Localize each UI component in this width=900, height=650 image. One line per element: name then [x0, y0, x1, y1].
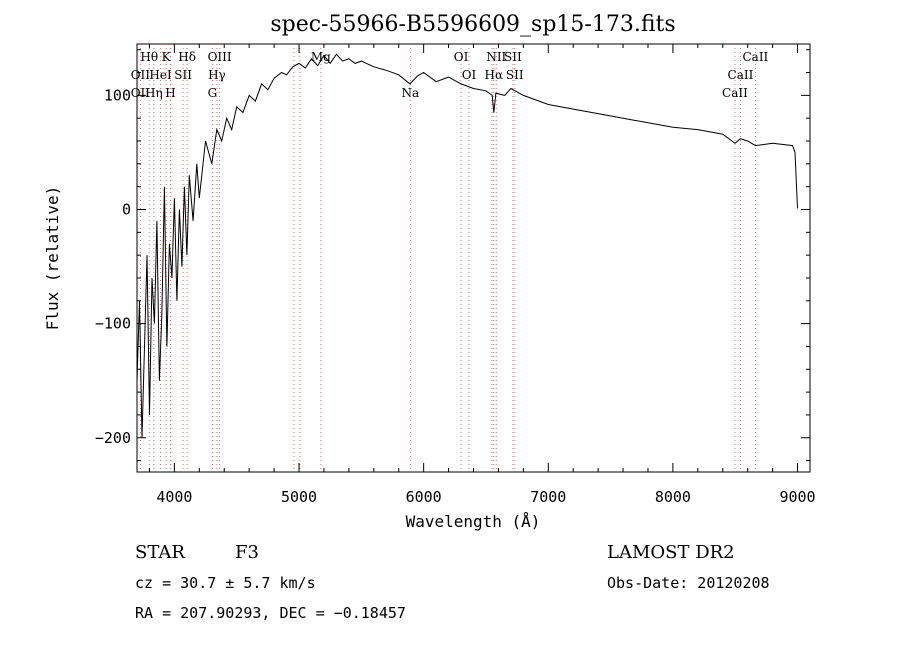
line-label-19: SII: [506, 68, 524, 82]
class-label: STAR: [135, 542, 185, 563]
y-tick-label: −100: [95, 315, 131, 333]
line-label-3: OII: [131, 68, 151, 82]
chart-title: spec-55966-B5596609_sp15-173.fits: [270, 12, 675, 37]
line-markers: [139, 44, 756, 472]
line-label-22: CaII: [722, 86, 748, 100]
y-tick-label: −200: [95, 429, 131, 447]
x-tick-label: 4000: [156, 488, 192, 506]
line-label-12: Mg: [311, 50, 331, 64]
line-label-20: CaII: [742, 50, 768, 64]
y-axis-label: Flux (relative): [43, 186, 62, 331]
line-label-21: CaII: [728, 68, 754, 82]
line-label-6: OII: [131, 86, 151, 100]
line-label-11: G: [208, 86, 218, 100]
axes: 4000 5000 6000 7000 8000 9000 −200 −100 0 100: [95, 44, 816, 506]
line-label-7: Hη: [145, 86, 163, 100]
line-label-4: HeI: [149, 68, 172, 82]
x-axis-label: Wavelength (Å): [406, 512, 541, 531]
line-label-15: OI: [462, 68, 477, 82]
x-tick-label: 7000: [530, 488, 566, 506]
redshift-label: cz = 30.7 ± 5.7 km/s: [135, 574, 316, 592]
line-label-14: OI: [454, 50, 469, 64]
line-label-1: K: [162, 50, 172, 64]
coords-label: RA = 207.90293, DEC = −0.18457: [135, 604, 406, 622]
line-label-10: Hγ: [208, 68, 226, 82]
y-tick-label: 100: [104, 86, 131, 104]
y-tick-label: 0: [122, 200, 131, 218]
line-label-0: Hθ: [140, 50, 158, 64]
line-label-13: Na: [401, 86, 419, 100]
subclass-label: F3: [235, 542, 259, 563]
spectrum-line: [136, 53, 798, 438]
line-label-2: Hδ: [178, 50, 196, 64]
line-label-5: SII: [174, 68, 192, 82]
x-tick-label: 6000: [406, 488, 442, 506]
x-tick-label: 5000: [281, 488, 317, 506]
line-label-18: Hα: [485, 68, 504, 82]
line-label-17: SII: [504, 50, 522, 64]
line-label-16: NII: [486, 50, 506, 64]
obs-date-label: Obs-Date: 20120208: [607, 574, 770, 592]
line-label-8: H: [165, 86, 175, 100]
x-tick-label: 8000: [655, 488, 691, 506]
x-tick-label: 9000: [779, 488, 815, 506]
survey-label: LAMOST DR2: [607, 542, 735, 563]
line-label-9: OIII: [208, 50, 232, 64]
